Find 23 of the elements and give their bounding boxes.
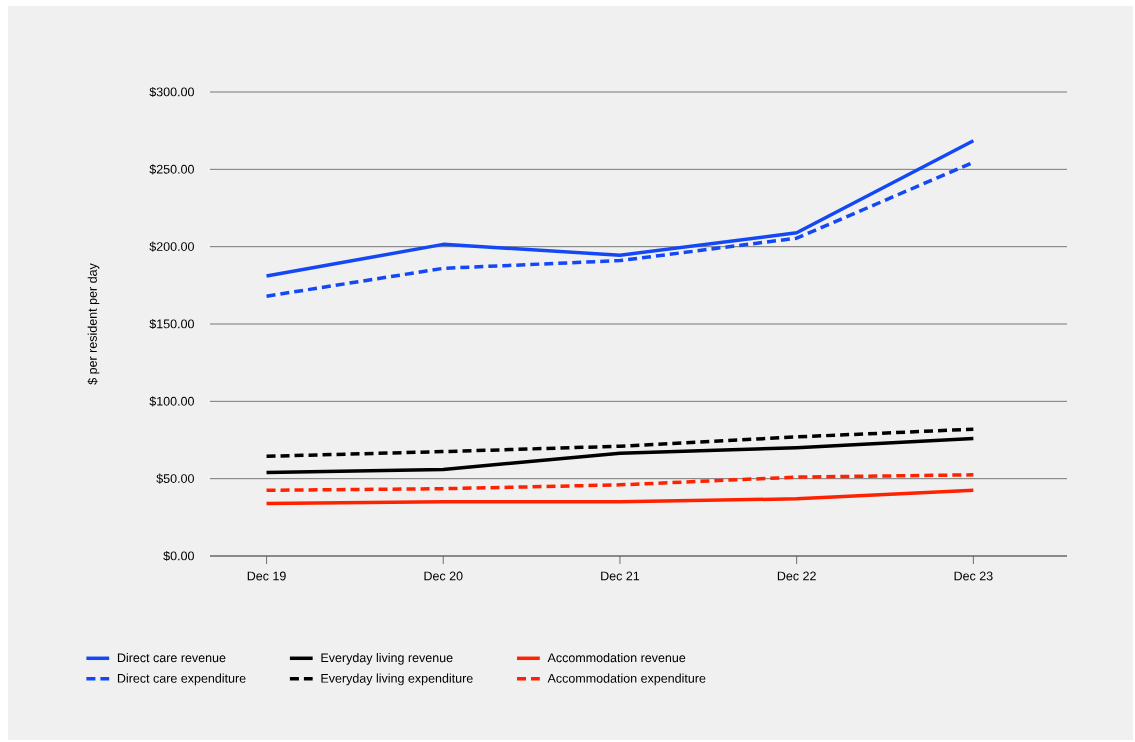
x-tick-label: Dec 20 <box>424 571 463 581</box>
legend-label: Direct care revenue <box>117 653 226 663</box>
x-tick-label: Dec 22 <box>777 571 816 581</box>
y-tick-label: $150.00 <box>149 318 194 330</box>
y-tick-label: $250.00 <box>149 164 194 175</box>
x-tick-label: Dec 23 <box>954 571 993 581</box>
y-axis-title: $ per resident per day <box>87 263 100 385</box>
legend-label: Everyday living expenditure <box>321 673 473 686</box>
x-tick-label: Dec 21 <box>601 571 640 581</box>
y-tick-label: $50.00 <box>156 473 194 484</box>
y-tick-label: $0.00 <box>163 550 194 562</box>
y-tick-label: $100.00 <box>149 396 194 407</box>
line-series <box>264 427 976 458</box>
x-tick-label: Dec 19 <box>247 571 286 581</box>
legend-label: Accommodation expenditure <box>547 673 706 686</box>
line-series <box>264 436 976 475</box>
y-tick-label: $200.00 <box>149 241 194 252</box>
legend-label: Direct care expenditure <box>117 673 246 686</box>
legend-label: Accommodation revenue <box>547 653 686 663</box>
line-series <box>264 473 976 493</box>
line-series <box>264 488 976 506</box>
legend-label: Everyday living revenue <box>321 653 453 665</box>
y-tick-label: $300.00 <box>149 86 194 98</box>
